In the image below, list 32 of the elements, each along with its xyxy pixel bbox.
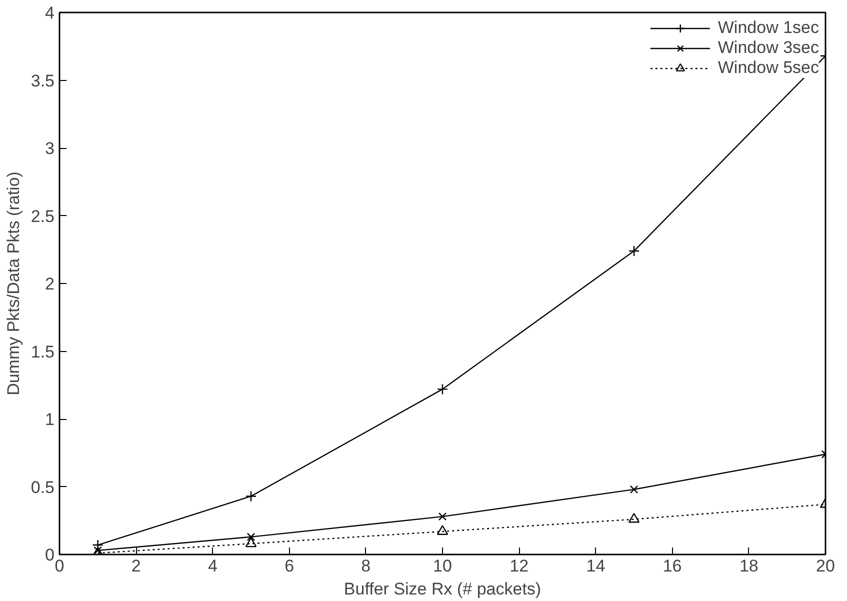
- point: [436, 384, 448, 395]
- legend-label: Window 1sec: [718, 18, 819, 38]
- y-tick-label: 2.5: [30, 206, 55, 226]
- y-tick-label: 1: [45, 410, 55, 429]
- x-tick-label: 12: [510, 556, 529, 576]
- y-tick-label: 1.5: [30, 342, 55, 362]
- y-tick-label: 3: [45, 139, 55, 158]
- legend-label: Window 3sec: [718, 38, 819, 58]
- x-tick-label: 20: [816, 556, 835, 576]
- y-tick-label: 2: [45, 274, 55, 294]
- y-tick-label: 3.5: [30, 71, 55, 90]
- point: [628, 245, 640, 257]
- point: [630, 485, 638, 494]
- point: [245, 537, 257, 548]
- point: [245, 490, 257, 502]
- x-tick-label: 2: [131, 556, 141, 576]
- x-tick-label: 8: [361, 556, 371, 576]
- y-tick-label: 4: [45, 4, 55, 22]
- x-tick-label: 4: [208, 556, 218, 576]
- point: [438, 512, 447, 521]
- point: [246, 532, 256, 542]
- x-tick-label: 16: [662, 556, 682, 576]
- x-axis-title: Buffer Size Rx (# packets): [344, 580, 542, 598]
- x-tick-label: 14: [586, 556, 606, 576]
- y-tick-label: 0.5: [30, 478, 55, 497]
- legend-label: Window 5sec: [718, 58, 819, 78]
- y-axis-title: Dummy Pkts/Data Pkts (ratio): [4, 172, 23, 396]
- point: [628, 512, 640, 523]
- x-tick-label: 18: [739, 556, 758, 576]
- point: [436, 525, 448, 535]
- x-tick-label: 10: [433, 556, 452, 576]
- x-tick-label: 6: [284, 556, 294, 576]
